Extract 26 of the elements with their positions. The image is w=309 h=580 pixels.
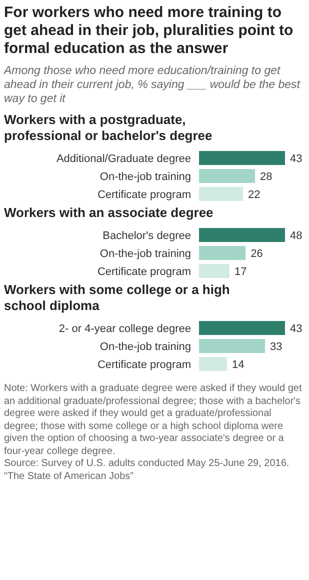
data-label: 17 bbox=[234, 266, 247, 278]
data-label: 33 bbox=[270, 340, 282, 353]
data-label: 22 bbox=[248, 188, 260, 201]
source-note: Source: Survey of U.S. adults conducted May 25-June 29, 2016. bbox=[4, 458, 290, 470]
text: For workers who need more training to get ahead in their job, pluralities point to formal education as the answer bbox=[4, 4, 294, 58]
y-tick-label: On-the-job training bbox=[100, 340, 191, 353]
y-tick-label: On-the-job training bbox=[100, 170, 191, 183]
text: “The State of American Jobs” bbox=[4, 470, 135, 483]
chart-title: Workers with an associate degree bbox=[4, 205, 214, 221]
data-label: 28 bbox=[260, 170, 272, 183]
y-tick-label: Certificate program bbox=[97, 358, 191, 371]
data-label: 26 bbox=[250, 248, 263, 260]
y-tick-label: On-the-job training bbox=[100, 248, 191, 260]
data-label: 43 bbox=[290, 152, 302, 165]
data-label: 43 bbox=[290, 322, 302, 335]
data-label: 48 bbox=[290, 230, 302, 242]
text: Among those who need more education/training to get ahead in their current job, % saying ___ would be the best way to get it bbox=[4, 64, 302, 106]
y-tick-label: Certificate program bbox=[97, 188, 191, 201]
y-tick-label: Certificate program bbox=[97, 266, 191, 278]
data-label: 14 bbox=[232, 358, 244, 371]
chart-title: Workers with some college or a high school diploma bbox=[4, 282, 231, 314]
y-tick-label: 2- or 4-year college degree bbox=[58, 322, 191, 335]
y-tick-label: Additional/Graduate degree bbox=[56, 152, 191, 165]
text: Note: Workers with a graduate degree were asked if they would get an additional graduate/professional degree; those with a bachelor's degree were asked if they would get a graduate/professional degree; those with some college or a high school diploma were given the option of choosing a two-year associate's degree or a four-year college degree. bbox=[4, 383, 303, 458]
y-tick-label: Bachelor's degree bbox=[102, 230, 191, 242]
chart-title: Workers with a postgraduate, professional or bachelor's degree bbox=[4, 112, 214, 144]
